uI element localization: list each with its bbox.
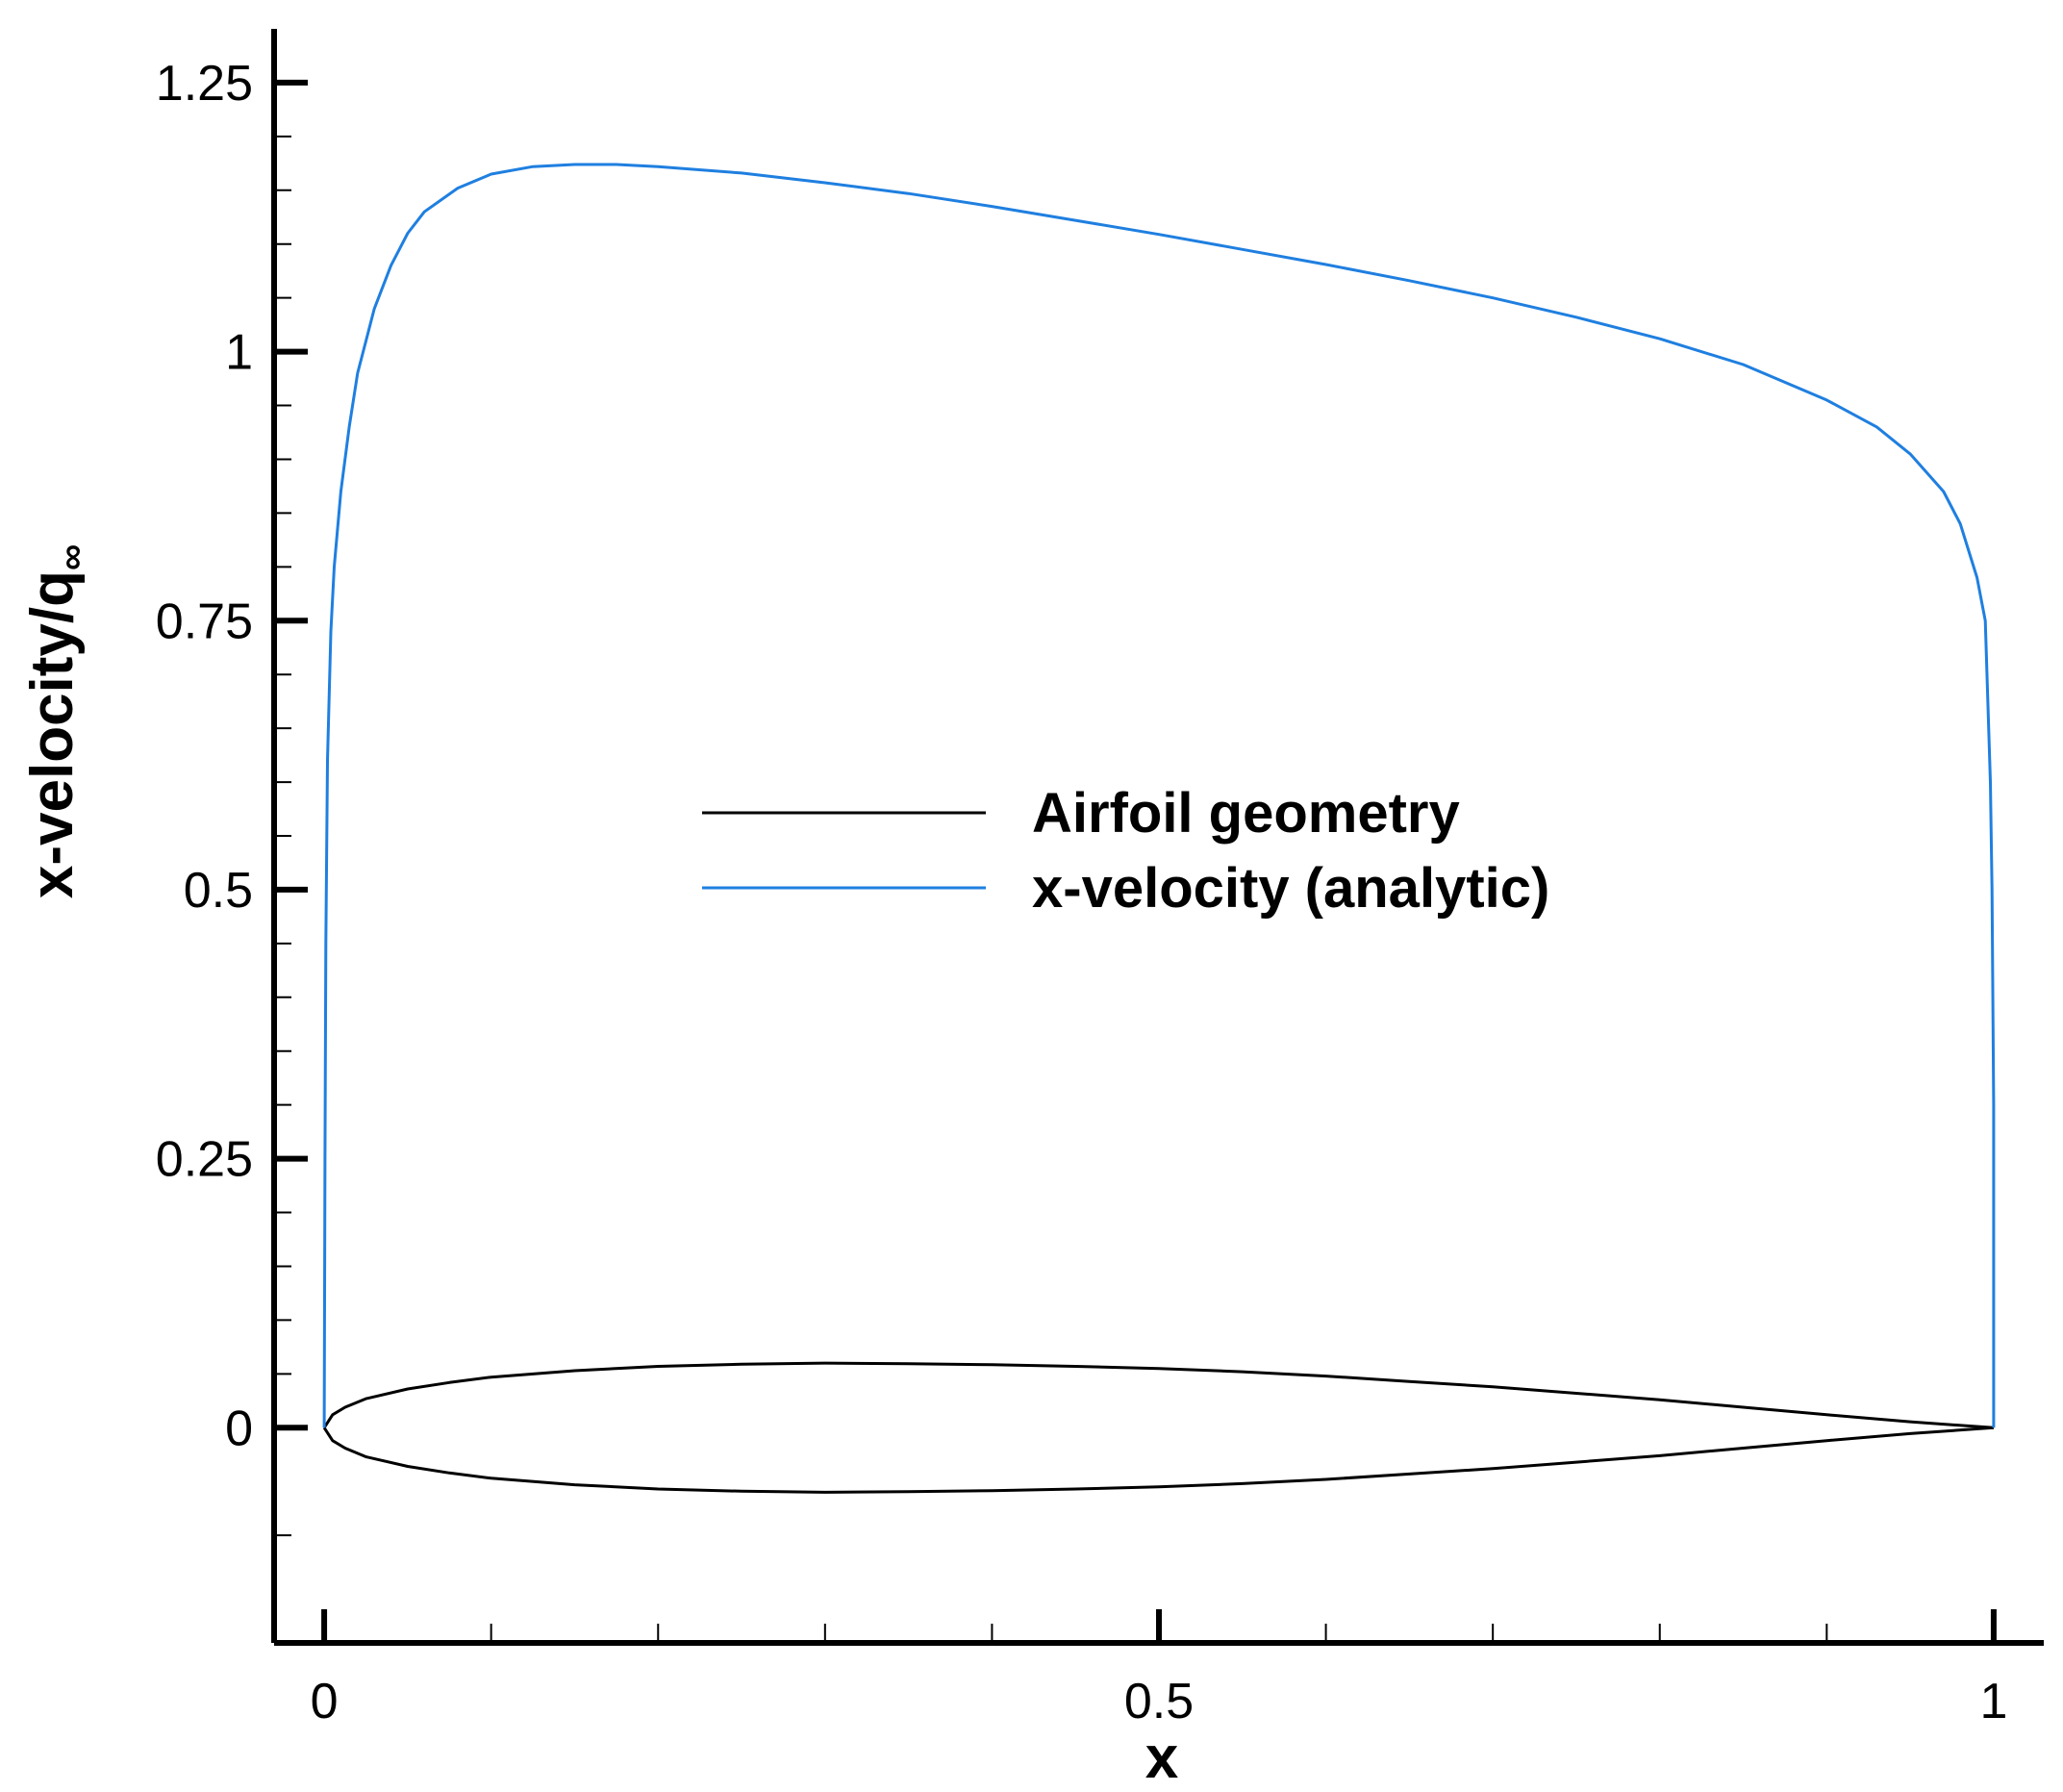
- legend-label: Airfoil geometry: [1032, 782, 1460, 845]
- legend: Airfoil geometry x-velocity (analytic): [702, 782, 1549, 920]
- y-axis-title: x-velocity/q∞: [19, 544, 92, 898]
- series-airfoil-geometry: [322, 1361, 1995, 1494]
- series-line: [322, 163, 1996, 1428]
- y-axis-title-main: x-velocity/q: [19, 570, 86, 898]
- y-axis-title-subscript: ∞: [52, 544, 92, 570]
- x-tick-label: 0: [311, 1674, 339, 1729]
- x-tick-label: 1: [1979, 1674, 2007, 1729]
- legend-label: x-velocity (analytic): [1032, 857, 1549, 920]
- x-tick-labels: 0 0.5 1: [311, 1674, 2008, 1729]
- x-tick-label: 0.5: [1124, 1674, 1194, 1729]
- y-tick-label: 0.25: [156, 1132, 253, 1188]
- y-tick-label: 0.75: [156, 593, 253, 649]
- major-ticks: [274, 79, 1997, 1643]
- svg-text:x-velocity/q∞: x-velocity/q∞: [19, 544, 92, 898]
- y-tick-label: 0: [225, 1401, 253, 1456]
- series-layer: [322, 163, 1996, 1494]
- y-tick-label: 1.25: [156, 56, 253, 112]
- series-line: [322, 1361, 1995, 1429]
- y-tick-label: 1: [225, 325, 253, 381]
- x-axis-title: x: [1145, 1725, 1179, 1791]
- series-x-velocity: [322, 163, 1996, 1428]
- y-tick-label: 0.5: [184, 863, 253, 919]
- series-line: [322, 1426, 1995, 1494]
- y-tick-labels: 0 0.25 0.5 0.75 1 1.25: [156, 56, 253, 1456]
